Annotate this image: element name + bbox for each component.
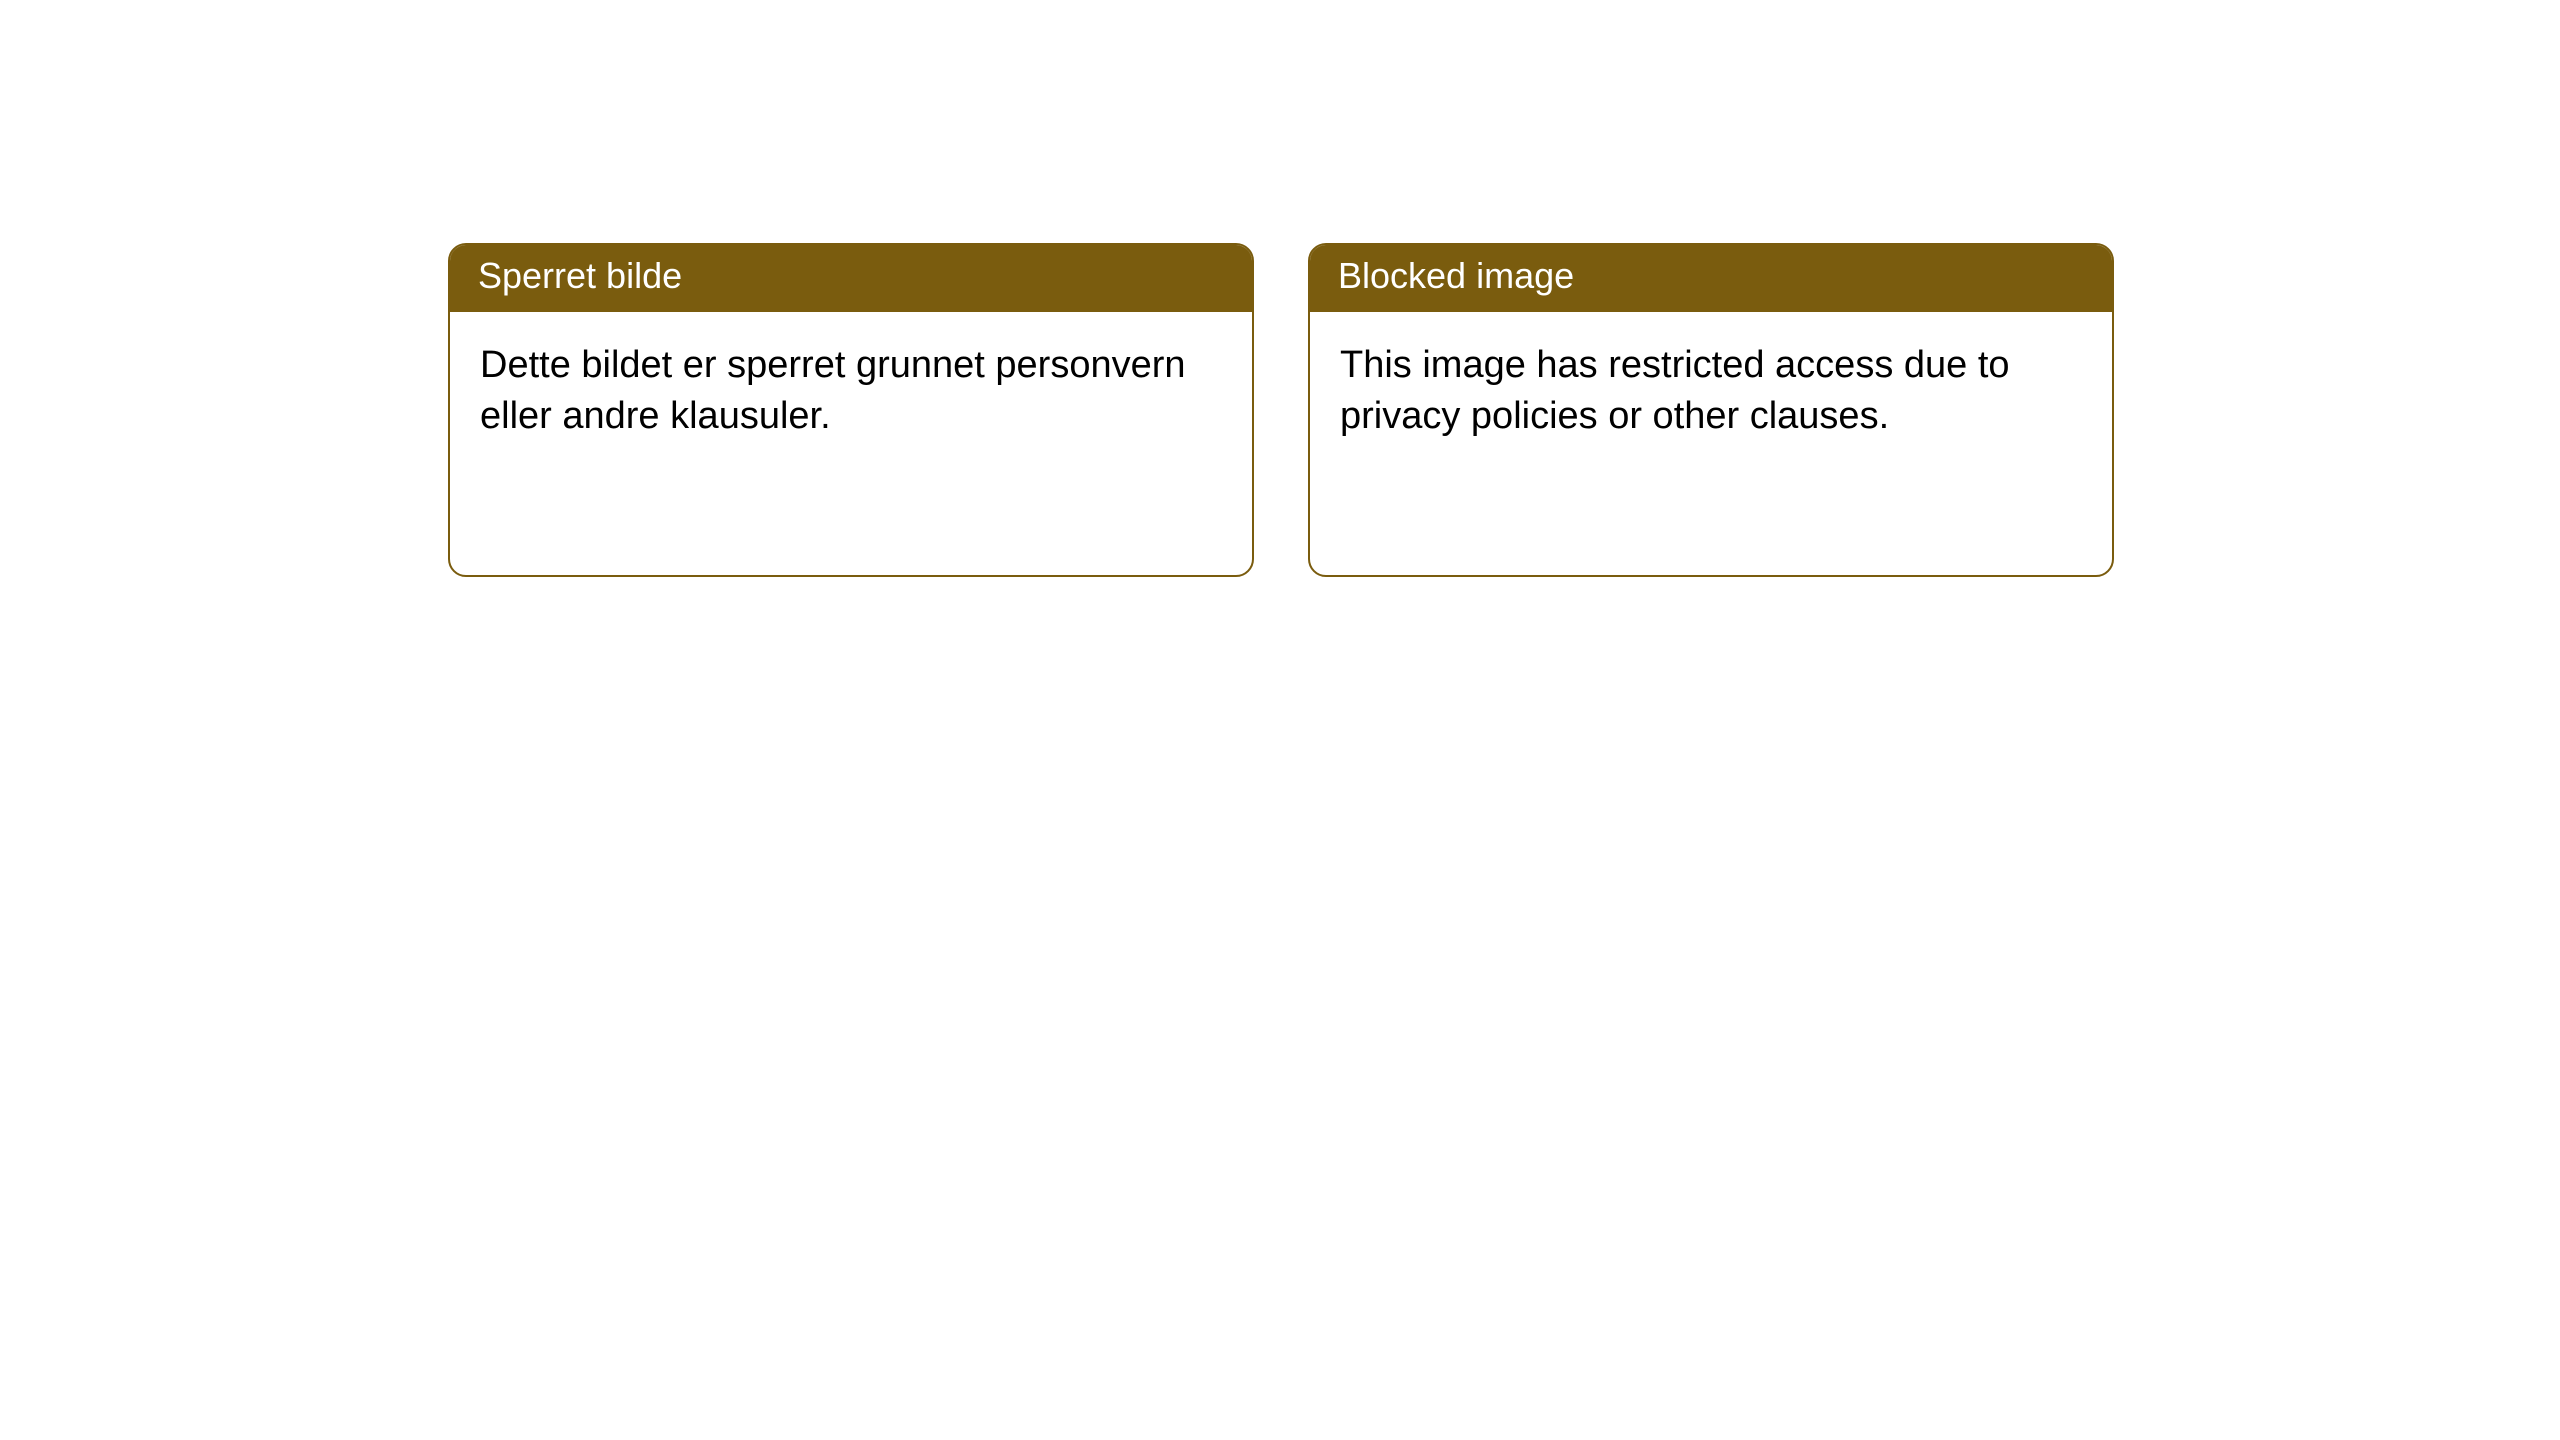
notice-body-norwegian: Dette bildet er sperret grunnet personve… <box>450 312 1252 471</box>
notice-container: Sperret bilde Dette bildet er sperret gr… <box>0 0 2560 577</box>
notice-title-norwegian: Sperret bilde <box>450 245 1252 312</box>
notice-card-norwegian: Sperret bilde Dette bildet er sperret gr… <box>448 243 1254 577</box>
notice-card-english: Blocked image This image has restricted … <box>1308 243 2114 577</box>
notice-title-english: Blocked image <box>1310 245 2112 312</box>
notice-body-english: This image has restricted access due to … <box>1310 312 2112 471</box>
